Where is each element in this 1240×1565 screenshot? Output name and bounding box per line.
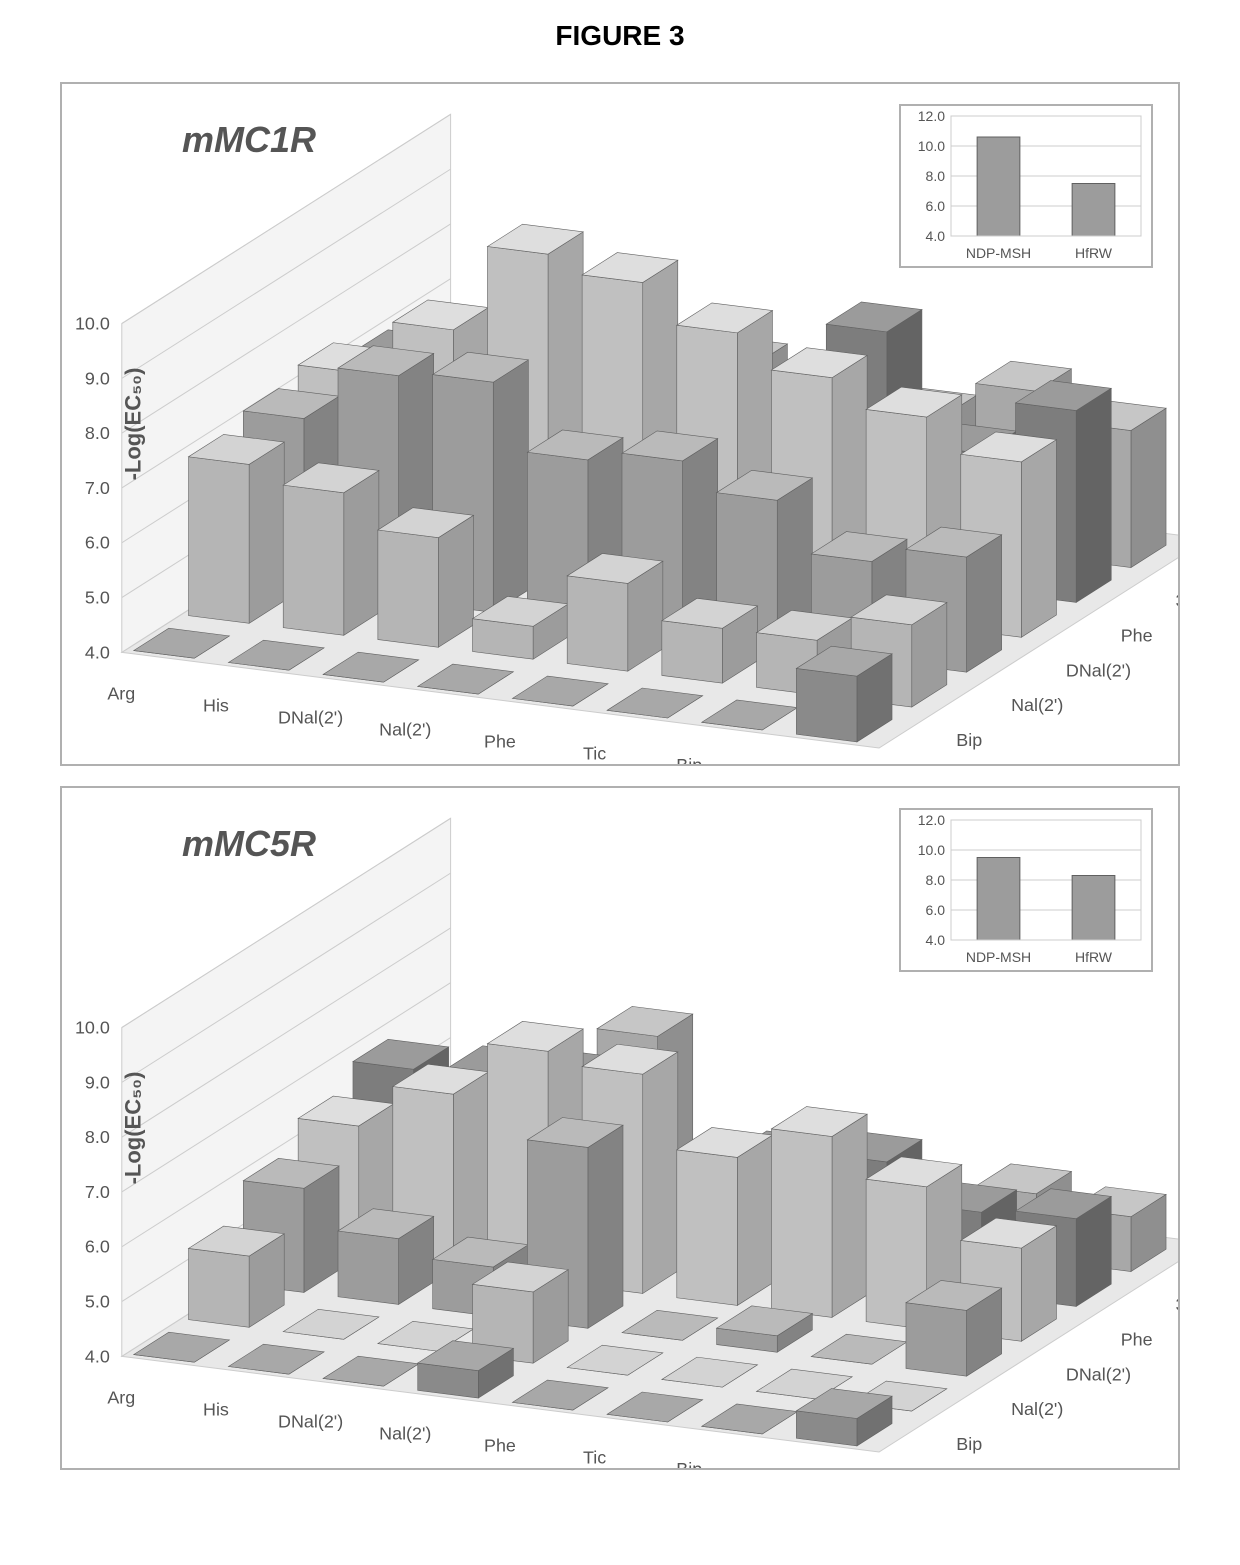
svg-text:Tic: Tic <box>583 1447 606 1467</box>
svg-text:7.0: 7.0 <box>85 478 110 498</box>
svg-text:8.0: 8.0 <box>85 1127 110 1147</box>
svg-text:Nal(2'): Nal(2') <box>1011 1399 1063 1419</box>
svg-text:Phe: Phe <box>1121 625 1153 645</box>
svg-text:NDP-MSH: NDP-MSH <box>966 949 1031 965</box>
svg-text:10.0: 10.0 <box>918 138 945 154</box>
svg-text:Bip: Bip <box>676 1459 702 1468</box>
svg-text:5.0: 5.0 <box>85 1292 110 1312</box>
inset-chart: 4.0 6.0 8.0 10.0 12.0 NDP-MSH HfRW <box>899 104 1153 268</box>
svg-text:Bip: Bip <box>676 755 702 764</box>
svg-text:DNal(2'): DNal(2') <box>278 1411 343 1431</box>
svg-text:12.0: 12.0 <box>918 108 945 124</box>
svg-text:Bip: Bip <box>956 1434 982 1454</box>
svg-text:His: His <box>203 1399 229 1419</box>
inset-chart: 4.0 6.0 8.0 10.0 12.0 NDP-MSH HfRW <box>899 808 1153 972</box>
svg-text:5.0: 5.0 <box>85 588 110 608</box>
svg-text:9.0: 9.0 <box>85 1072 110 1092</box>
svg-text:10.0: 10.0 <box>75 314 110 334</box>
svg-text:Phe: Phe <box>1121 1329 1153 1349</box>
svg-text:6.0: 6.0 <box>926 198 946 214</box>
svg-text:6.0: 6.0 <box>926 902 946 918</box>
svg-text:NDP-MSH: NDP-MSH <box>966 245 1031 261</box>
svg-text:4.0: 4.0 <box>926 932 946 948</box>
svg-text:Tic: Tic <box>583 743 606 763</box>
panel-title: mMC1R <box>182 119 316 161</box>
svg-text:4.0: 4.0 <box>926 228 946 244</box>
svg-text:10.0: 10.0 <box>918 842 945 858</box>
svg-text:His: His <box>203 695 229 715</box>
svg-text:7.0: 7.0 <box>85 1182 110 1202</box>
svg-text:3Bal: 3Bal <box>1176 591 1178 611</box>
chart-panel-mmc5r: 4.05.06.07.08.09.010.0ArgHisDNal(2')Nal(… <box>60 786 1180 1470</box>
inset-bar-chart: 4.0 6.0 8.0 10.0 12.0 NDP-MSH HfRW <box>901 106 1151 266</box>
svg-text:12.0: 12.0 <box>918 812 945 828</box>
svg-text:4.0: 4.0 <box>85 1346 110 1366</box>
svg-text:8.0: 8.0 <box>926 168 946 184</box>
svg-text:HfRW: HfRW <box>1075 245 1113 261</box>
chart-panel-mmc1r: 4.05.06.07.08.09.010.0ArgHisDNal(2')Nal(… <box>60 82 1180 766</box>
panel-title: mMC5R <box>182 823 316 865</box>
y-axis-label: -Log(EC₅₀) <box>120 1072 146 1185</box>
svg-text:Nal(2'): Nal(2') <box>379 1423 431 1443</box>
svg-text:10.0: 10.0 <box>75 1018 110 1038</box>
svg-text:Arg: Arg <box>107 1388 135 1408</box>
figure-title: FIGURE 3 <box>0 0 1240 82</box>
inset-bar-chart: 4.0 6.0 8.0 10.0 12.0 NDP-MSH HfRW <box>901 810 1151 970</box>
svg-text:Bip: Bip <box>956 730 982 750</box>
svg-text:DNal(2'): DNal(2') <box>278 707 343 727</box>
svg-text:Arg: Arg <box>107 684 135 704</box>
svg-text:3Bal: 3Bal <box>1176 1295 1178 1315</box>
svg-text:Phe: Phe <box>484 1435 516 1455</box>
svg-text:6.0: 6.0 <box>85 533 110 553</box>
y-axis-label: -Log(EC₅₀) <box>120 368 146 481</box>
svg-text:8.0: 8.0 <box>85 423 110 443</box>
svg-text:4.0: 4.0 <box>85 642 110 662</box>
svg-text:DNal(2'): DNal(2') <box>1066 1364 1131 1384</box>
svg-text:8.0: 8.0 <box>926 872 946 888</box>
svg-text:6.0: 6.0 <box>85 1237 110 1257</box>
svg-text:DNal(2'): DNal(2') <box>1066 660 1131 680</box>
svg-text:Nal(2'): Nal(2') <box>1011 695 1063 715</box>
svg-text:HfRW: HfRW <box>1075 949 1113 965</box>
svg-text:Phe: Phe <box>484 731 516 751</box>
svg-text:9.0: 9.0 <box>85 368 110 388</box>
svg-text:Nal(2'): Nal(2') <box>379 719 431 739</box>
